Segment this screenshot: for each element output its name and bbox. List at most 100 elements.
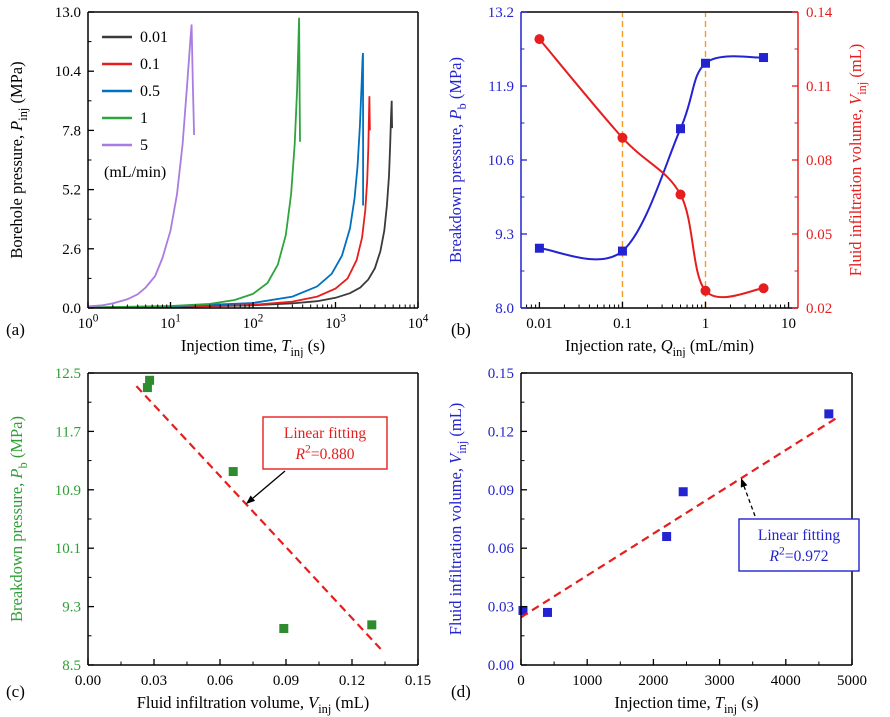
- annotation-arrowhead: [246, 495, 256, 504]
- data-point: [824, 409, 834, 419]
- legend-label: 1: [140, 110, 148, 127]
- chart-b: 0.01 0.1 1 108.09.310.611.913.20.020.050.08…: [446, 5, 869, 358]
- annotation-arrowhead: [740, 478, 748, 488]
- tick-label: 11.7: [55, 424, 81, 440]
- tick-label: 0: [517, 673, 525, 689]
- tick-label: 0.1: [613, 316, 632, 332]
- data-point: [142, 383, 152, 393]
- data-point: [228, 467, 238, 477]
- data-point: [678, 487, 688, 497]
- tick-label: 104: [408, 313, 429, 332]
- tick-label: 10.1: [55, 541, 81, 557]
- annotation-line-1: Linear fitting: [284, 425, 366, 442]
- data-point: [617, 132, 628, 143]
- tick-label: 0.06: [488, 541, 515, 557]
- tick-label: 0.0: [62, 301, 81, 317]
- annotation-arrow: [252, 470, 286, 499]
- tick-label: 13.2: [488, 5, 514, 21]
- data-point: [534, 34, 545, 45]
- tick-label: 103: [325, 313, 346, 332]
- tick-label: 4000: [771, 673, 801, 689]
- data-point: [617, 246, 627, 256]
- series-0.1: [87, 96, 371, 309]
- legend-label: 0.1: [140, 56, 160, 73]
- tick-label: 12.5: [55, 366, 81, 382]
- y-axis-title: Breakdown pressure, Pb (MPa): [446, 57, 469, 263]
- tick-label: 0.08: [806, 153, 832, 169]
- legend-label: 0.01: [140, 29, 168, 46]
- data-point: [662, 532, 672, 542]
- tick-label: 0.03: [141, 673, 167, 689]
- tick-label: 0.15: [405, 673, 431, 689]
- data-point: [758, 283, 769, 294]
- tick-label: 10: [781, 316, 796, 332]
- tick-label: 5.2: [62, 183, 81, 199]
- panel-label-a: (a): [6, 320, 25, 339]
- x-axis-title: Injection rate, Qinj (mL/min): [565, 336, 754, 358]
- series-fluid-infiltration-volume: [538, 38, 764, 299]
- tick-label: 0.12: [339, 673, 365, 689]
- x-axis-title: Fluid infiltration volume, Vinj (mL): [137, 693, 370, 716]
- panel-label-b: (b): [451, 320, 471, 339]
- y2-axis-title: Fluid infiltration volume, Vinj (mL): [846, 44, 869, 277]
- data-point: [675, 189, 686, 200]
- series-linear-fit: [520, 417, 836, 619]
- annotation-box: [738, 518, 860, 572]
- tick-label: 0.09: [488, 483, 514, 499]
- x-axis-title: Injection time, Tinj (s): [181, 336, 325, 358]
- tick-label: 0.11: [806, 79, 832, 95]
- data-point: [542, 607, 552, 617]
- tick-label: 0.01: [526, 316, 552, 332]
- series-linear-fit: [135, 385, 382, 650]
- tick-label: 10.6: [488, 153, 515, 169]
- tick-label: 3000: [705, 673, 735, 689]
- legend-label: 5: [140, 137, 148, 154]
- tick-label: 102: [243, 313, 264, 332]
- data-point: [367, 620, 377, 630]
- chart-d: 0 1000 2000 3000 4000 5000 0.00 0.03 0.06 0.09 0.1…: [446, 366, 867, 716]
- series-5: [87, 24, 195, 308]
- tick-label: 0.06: [207, 673, 234, 689]
- tick-label: 1000: [572, 673, 602, 689]
- tick-label: 0.02: [806, 301, 832, 317]
- tick-label: 0.12: [488, 424, 514, 440]
- y-axis-title: Breakdown pressure, Pb (MPa): [7, 416, 30, 622]
- panel-label-c: (c): [6, 682, 25, 701]
- annotation-line-2: R2=0.972: [769, 544, 829, 565]
- tick-label: 9.3: [62, 600, 81, 616]
- tick-label: 0.00: [488, 658, 514, 674]
- annotation-box: [262, 416, 388, 470]
- tick-label: 8.5: [62, 658, 81, 674]
- tick-label: 2.6: [62, 242, 81, 258]
- tick-label: 2000: [638, 673, 668, 689]
- data-point: [145, 375, 155, 385]
- legend-unit: (mL/min): [104, 164, 166, 181]
- y-axis-title: Borehole pressure, Pinj (MPa): [7, 61, 30, 258]
- series-0.5: [87, 52, 364, 309]
- data-point: [279, 624, 289, 633]
- tick-label: 100: [78, 313, 99, 332]
- tick-label: 0.00: [75, 673, 101, 689]
- tick-label: 101: [160, 313, 181, 332]
- data-point: [518, 605, 528, 615]
- tick-label: 7.8: [62, 123, 81, 139]
- tick-label: 10.9: [55, 483, 81, 499]
- data-point: [700, 58, 710, 68]
- data-point: [759, 53, 769, 63]
- series-1: [87, 17, 301, 309]
- series-breakdown-pressure: [539, 55, 764, 261]
- tick-label: 13.0: [55, 5, 81, 21]
- annotation-arrow: [743, 486, 756, 517]
- data-point: [534, 243, 544, 253]
- tick-label: 1: [702, 316, 710, 332]
- tick-label: 9.3: [495, 227, 514, 243]
- tick-label: 10.4: [55, 64, 82, 80]
- chart-c: 0.00 0.03 0.06 0.09 0.12 0.15 8.5 9.3 10.1 10.9 11…: [7, 366, 431, 716]
- annotation-line-1: Linear fitting: [758, 527, 840, 544]
- data-point: [676, 124, 686, 134]
- tick-label: 11.9: [488, 79, 514, 95]
- y-axis-title: Fluid infiltration volume, Vinj (mL): [446, 403, 469, 636]
- tick-label: 0.03: [488, 600, 514, 616]
- tick-label: 8.0: [495, 301, 514, 317]
